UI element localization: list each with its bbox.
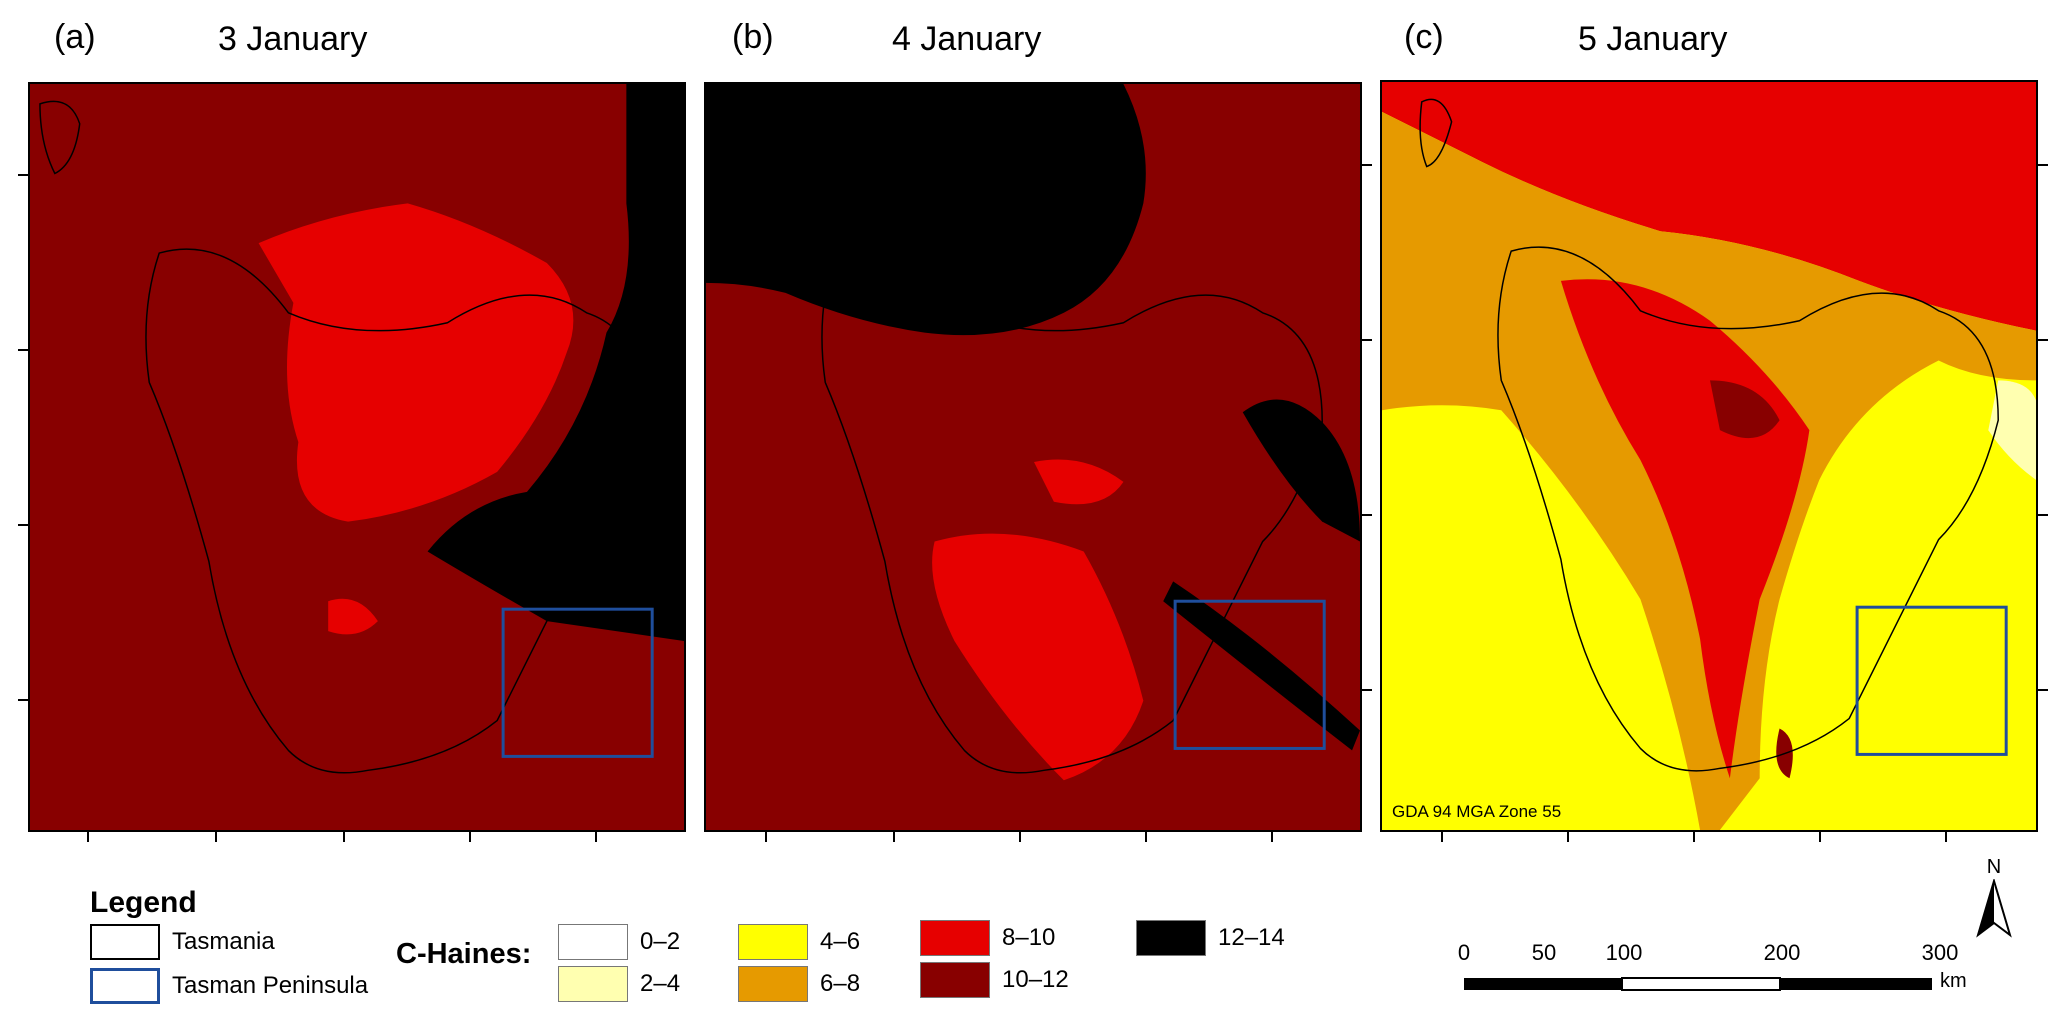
north-arrow-icon	[1976, 877, 2012, 938]
map-c-region-8-10-north	[1382, 82, 2036, 331]
scale-tick-200: 200	[1763, 940, 1801, 965]
legend-class-0-2-swatch	[558, 924, 628, 960]
map-c-region-2-4	[1988, 380, 2036, 480]
panel-a-date: 3 January	[218, 20, 368, 58]
map-a-svg	[39, 84, 684, 774]
map-b-tasmania-outline	[821, 248, 1323, 774]
scale-bar-graphic	[1464, 977, 1932, 991]
map-panel-b	[704, 82, 1362, 832]
scale-bar: 0 50 100 200 300 km	[1457, 940, 1967, 1000]
legend-outline-tasmania-label: Tasmania	[172, 928, 275, 955]
legend-outline-tasmania-swatch	[90, 924, 160, 960]
map-panel-c	[1380, 80, 2038, 832]
scale-tick-0: 0	[1457, 940, 1471, 965]
map-panel-a	[28, 82, 686, 832]
map-a-region-12-14-east	[427, 84, 684, 642]
map-b-region-12-14-north	[706, 84, 1146, 336]
map-a-region-8-10-south	[328, 598, 378, 635]
scale-tick-50: 50	[1531, 940, 1557, 965]
map-c-svg	[1382, 82, 2036, 830]
legend-class-12-14-label: 12–14	[1218, 924, 1285, 951]
panel-a-letter: (a)	[54, 18, 96, 56]
legend-class-0-2-label: 0–2	[640, 928, 681, 955]
chaines-label: C-Haines:	[396, 938, 532, 970]
map-b-region-12-14-streak	[1163, 581, 1360, 751]
map-c-tasmania-outline	[1419, 98, 1999, 772]
map-b-region-8-10	[932, 533, 1144, 781]
projection-note: GDA 94 MGA Zone 55	[1392, 802, 1562, 821]
map-b-tasman-box	[1173, 599, 1326, 750]
panel-c-date: 5 January	[1578, 20, 1728, 58]
map-c-region-10-12	[1709, 380, 1793, 779]
legend-class-10-12-swatch	[920, 962, 990, 998]
legend-outline-tasman-swatch	[90, 968, 160, 1004]
legend-class-10-12-label: 10–12	[1002, 966, 1069, 993]
map-a-tasmania-outline	[39, 100, 647, 774]
legend-class-6-8-label: 6–8	[820, 970, 861, 997]
legend-class-4-6-swatch	[738, 924, 808, 960]
north-arrow: N	[1976, 856, 2012, 944]
legend-class-6-8-swatch	[738, 966, 808, 1002]
map-a-region-8-10	[258, 203, 574, 522]
legend-outline-tasman-label: Tasman Peninsula	[172, 972, 369, 999]
legend-title: Legend	[90, 886, 197, 919]
map-b-region-8-10-mid	[1033, 459, 1124, 505]
north-label: N	[1986, 856, 2002, 878]
legend-class-2-4-label: 2–4	[640, 970, 681, 997]
legend-class-4-6-label: 4–6	[820, 928, 861, 955]
map-a-region-12-14-north	[656, 84, 684, 164]
map-c-tasman-box	[1855, 605, 2008, 756]
legend-class-8-10-swatch	[920, 920, 990, 956]
map-a-tasman-box	[501, 607, 654, 758]
panel-b-date: 4 January	[892, 20, 1042, 58]
scale-tick-100: 100	[1605, 940, 1643, 965]
panel-b-letter: (b)	[732, 18, 774, 56]
panel-c-letter: (c)	[1404, 18, 1444, 56]
map-b-region-12-14-east	[1242, 399, 1360, 542]
legend-class-2-4-swatch	[558, 966, 628, 1002]
scale-tick-300: 300	[1921, 940, 1959, 965]
legend-class-8-10-label: 8–10	[1002, 924, 1056, 951]
legend-class-12-14-swatch	[1136, 920, 1206, 956]
map-b-svg	[706, 84, 1360, 781]
scale-unit: km	[1940, 970, 1967, 992]
